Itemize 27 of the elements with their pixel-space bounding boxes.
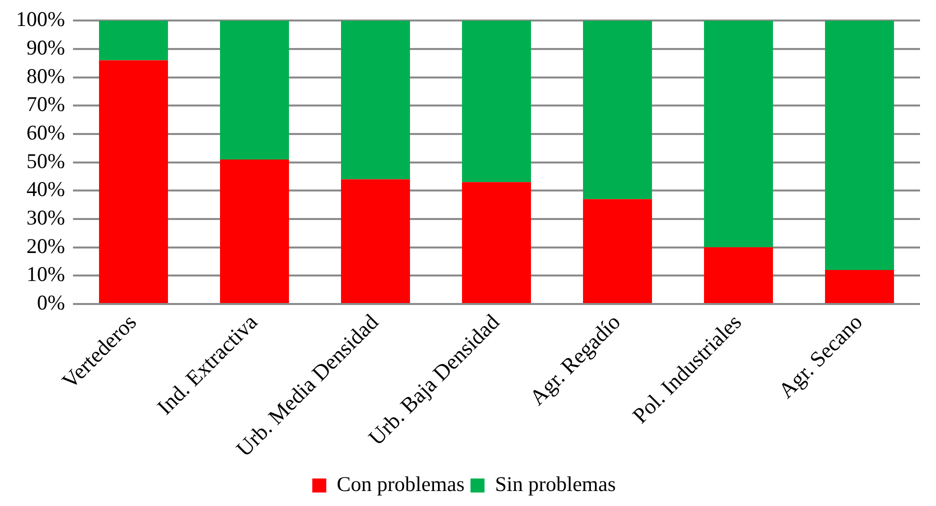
bar: [99, 20, 168, 60]
bar: [99, 60, 168, 303]
bar: [220, 20, 289, 160]
y-tick-label: 30%: [26, 205, 65, 230]
bar: [704, 247, 773, 303]
bar: [462, 182, 531, 303]
y-tick-label: 90%: [26, 35, 65, 60]
y-tick-label: 40%: [26, 177, 65, 202]
legend-label: Sin problemas: [494, 472, 616, 496]
y-tick-label: 60%: [26, 120, 65, 144]
bar: [341, 20, 410, 180]
y-tick-label: 20%: [26, 234, 65, 258]
bar: [462, 20, 531, 182]
bar: [583, 20, 652, 200]
bar: [825, 270, 894, 303]
bar: [825, 20, 894, 270]
legend-label: Con problemas: [336, 472, 464, 496]
bar: [583, 199, 652, 303]
bar: [704, 20, 773, 248]
y-tick-label: 80%: [26, 64, 65, 88]
y-tick-label: 10%: [26, 262, 65, 286]
bar: [220, 159, 289, 303]
y-tick-label: 0%: [36, 290, 65, 314]
y-tick-label: 100%: [16, 7, 65, 32]
y-tick-label: 50%: [26, 148, 65, 173]
bar: [341, 179, 410, 303]
y-tick-label: 70%: [26, 92, 65, 116]
